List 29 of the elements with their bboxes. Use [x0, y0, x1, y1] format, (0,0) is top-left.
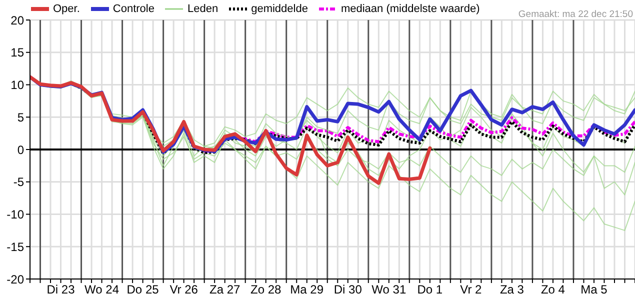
- x-tick-label: Zo 4: [540, 282, 566, 297]
- y-tick-label: 15: [10, 46, 24, 60]
- annotation: Gemaakt: ma 22 dec 21:50: [518, 9, 633, 20]
- x-tick-label: Za 3: [500, 282, 524, 297]
- y-tick-label: 20: [10, 13, 24, 28]
- x-tick-label: Wo 31: [372, 282, 406, 297]
- legend-label: Controle: [112, 3, 154, 15]
- y-tick-label: 0: [17, 142, 24, 157]
- x-tick-label: Vr 2: [460, 282, 482, 297]
- y-tick-label: -10: [6, 208, 24, 222]
- x-tick-label: Za 27: [209, 282, 240, 297]
- legend-label: mediaan (middelste waarde): [340, 3, 480, 15]
- legend-label: gemiddelde: [251, 3, 308, 15]
- y-tick-label: -15: [6, 240, 24, 254]
- legend-label: Leden: [187, 3, 218, 15]
- y-tick-label: -20: [6, 272, 24, 286]
- x-tick-label: Di 23: [46, 282, 76, 297]
- x-tick-label: Do 25: [126, 282, 160, 297]
- x-tick-label: Ma 29: [290, 282, 324, 297]
- x-tick-label: Vr 26: [170, 282, 198, 297]
- y-tick-label: 5: [17, 110, 24, 124]
- legend-label: Oper.: [53, 3, 80, 15]
- x-tick-label: Zo 28: [250, 282, 282, 297]
- x-tick-label: Di 30: [334, 282, 362, 297]
- x-tick-label: Ma 5: [580, 282, 608, 297]
- y-tick-label: 10: [10, 78, 24, 92]
- y-tick-label: -5: [13, 175, 24, 190]
- x-tick-label: Wo 24: [84, 282, 120, 297]
- x-tick-label: Do 1: [417, 282, 443, 297]
